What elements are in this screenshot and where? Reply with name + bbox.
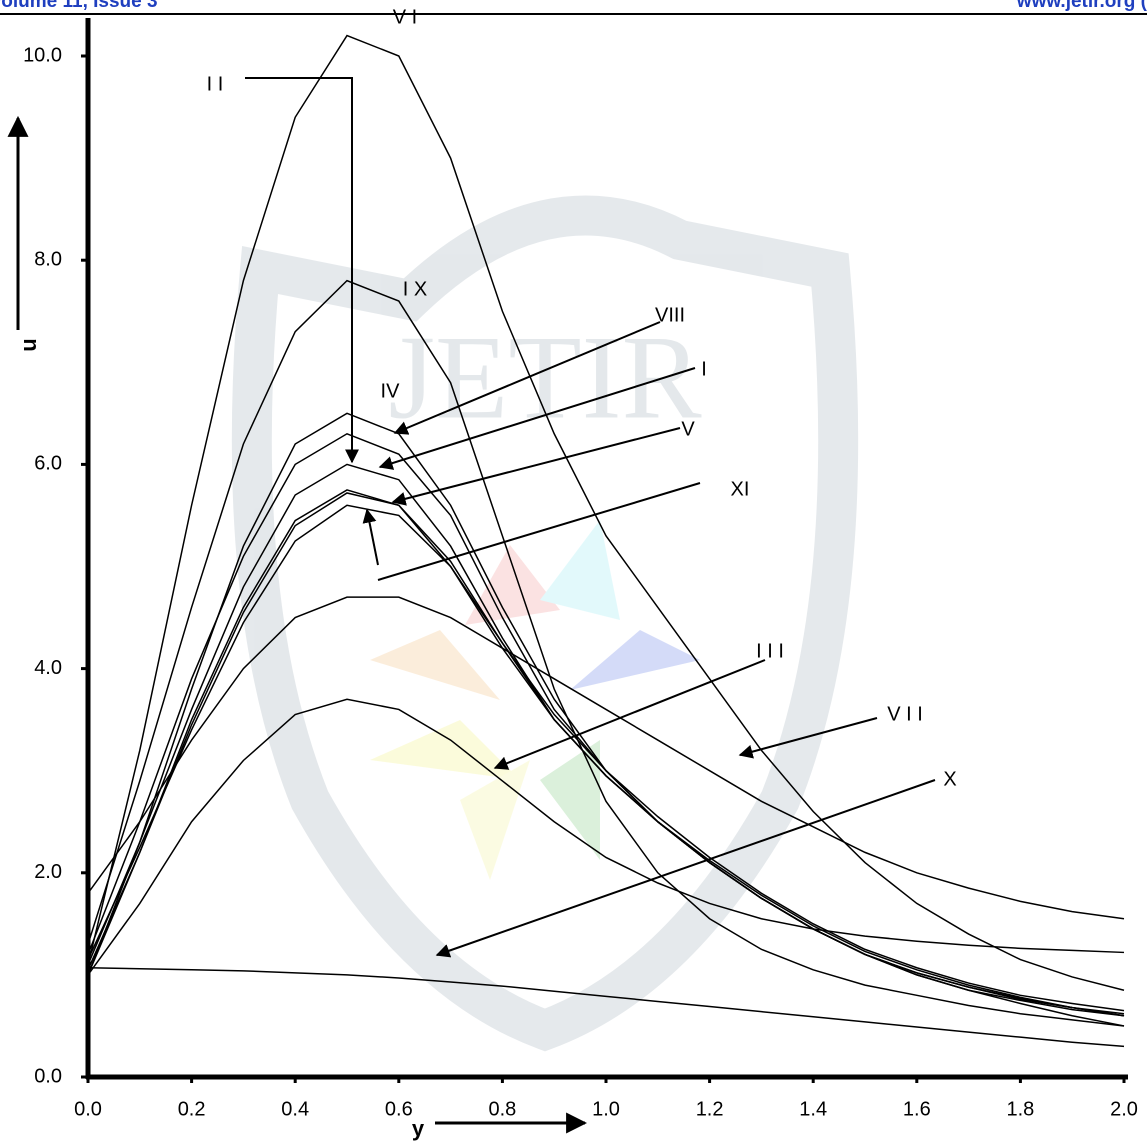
curve-label: I: [701, 358, 707, 380]
curve-label: V I I: [887, 703, 923, 725]
watermark-petal: [460, 760, 530, 880]
curve-label: IV: [381, 380, 401, 402]
y-tick-label: 6.0: [34, 453, 62, 475]
y-tick-label: 2.0: [34, 861, 62, 883]
x-tick-label: 0.4: [281, 1098, 309, 1120]
leader-arrow: [367, 510, 378, 565]
watermark-petal: [370, 630, 500, 700]
curve-label: I I: [207, 73, 224, 95]
curve-label: X: [943, 768, 956, 790]
x-tick-label: 1.2: [696, 1098, 724, 1120]
curve-label: V I: [393, 6, 417, 28]
x-axis-label: y: [412, 1116, 425, 1141]
header-right: www.jetir.org (: [1016, 0, 1147, 12]
y-tick-label: 0.0: [34, 1065, 62, 1087]
y-tick-label: 8.0: [34, 248, 62, 270]
y-tick-label: 10.0: [23, 44, 62, 66]
x-tick-label: 0.0: [74, 1098, 102, 1120]
curve-label: XI: [731, 478, 750, 500]
y-axis-label: u: [16, 338, 41, 351]
curve: [88, 597, 1124, 919]
watermark-petal: [540, 740, 600, 860]
y-tick-label: 4.0: [34, 657, 62, 679]
header-left: Volume 11, Issue 3: [0, 0, 158, 12]
curve-label: V: [681, 418, 695, 440]
leader-arrow: [378, 483, 700, 580]
watermark-petal: [370, 720, 520, 780]
x-tick-label: 1.0: [592, 1098, 620, 1120]
watermark-text: JETIR: [388, 311, 701, 444]
x-tick-label: 0.6: [385, 1098, 413, 1120]
x-tick-label: 1.8: [1006, 1098, 1034, 1120]
x-tick-label: 0.2: [178, 1098, 206, 1120]
watermark: JETIR: [252, 216, 838, 1031]
curve-label: I X: [403, 278, 427, 300]
chart: JETIR Volume 11, Issue 3 www.jetir.org (…: [0, 0, 1147, 1141]
x-tick-label: 0.8: [488, 1098, 516, 1120]
curve-label: I I I: [756, 640, 784, 662]
x-tick-label: 1.4: [799, 1098, 827, 1120]
x-tick-label: 1.6: [903, 1098, 931, 1120]
x-tick-label: 2.0: [1110, 1098, 1138, 1120]
page: {"header": {"left": "Volume 11, Issue 3"…: [0, 0, 1147, 1141]
